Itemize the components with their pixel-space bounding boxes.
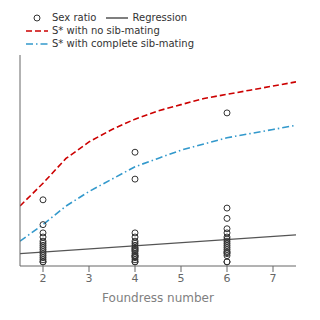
svg-text:Foundress number: Foundress number (102, 291, 214, 305)
svg-text:5: 5 (178, 272, 185, 285)
html-text:Sex ratio: Sex ratio (52, 12, 97, 23)
svg-text:4: 4 (132, 272, 139, 285)
svg-text:3: 3 (86, 272, 93, 285)
svg-text:6: 6 (224, 272, 231, 285)
svg-text:7: 7 (270, 272, 277, 285)
html-text:Regression: Regression (132, 12, 188, 23)
html-text:S* with no sib-mating: S* with no sib-mating (52, 25, 160, 36)
html-text:S* with complete sib-mating: S* with complete sib-mating (52, 38, 194, 49)
svg-text:2: 2 (40, 272, 47, 285)
